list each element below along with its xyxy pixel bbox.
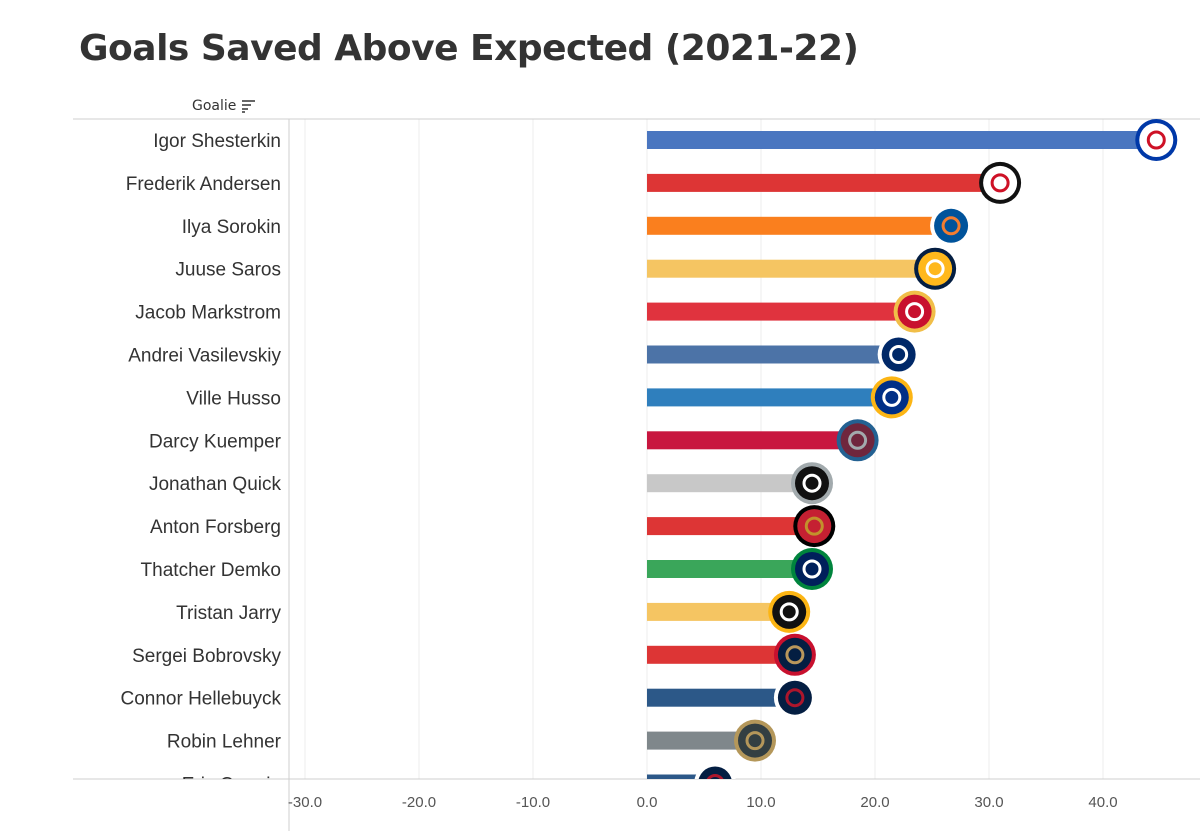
bar[interactable]: [647, 602, 796, 621]
bars-layer: [647, 131, 1163, 793]
bar[interactable]: [647, 388, 898, 407]
x-tick-label: 30.0: [974, 794, 1003, 811]
row-label: Jonathan Quick: [149, 474, 282, 495]
row-label: Sergei Bobrovsky: [132, 646, 281, 667]
nashville-predators-logo: [914, 247, 957, 290]
bar[interactable]: [647, 517, 821, 536]
bar[interactable]: [647, 173, 1007, 192]
bar[interactable]: [647, 645, 801, 664]
bar[interactable]: [647, 259, 942, 278]
row-label: Eric Comrie: [182, 775, 281, 796]
sort-descending-icon[interactable]: [241, 99, 256, 113]
row-label: Jacob Markstrom: [135, 303, 281, 324]
bar[interactable]: [647, 216, 958, 235]
goalie-header-label: Goalie: [192, 98, 237, 114]
x-tick-label: 40.0: [1088, 794, 1117, 811]
x-tick-label: -10.0: [516, 794, 550, 811]
bar[interactable]: [647, 731, 761, 750]
pittsburgh-penguins-logo: [768, 590, 811, 633]
florida-panthers-logo: [773, 633, 816, 676]
row-label: Juuse Saros: [175, 260, 281, 281]
row-labels: Igor Shesterkin Frederik Andersen Ilya Sor…: [120, 131, 282, 796]
x-axis: -30.0 -20.0 -10.0 0.0 10.0 20.0 30.0 40.0: [288, 794, 1118, 811]
los-angeles-kings-logo: [791, 462, 833, 505]
ottawa-senators-logo: [793, 505, 836, 548]
vancouver-canucks-logo: [791, 548, 833, 590]
bar[interactable]: [647, 131, 1163, 149]
row-label: Robin Lehner: [167, 732, 282, 753]
bar[interactable]: [647, 474, 818, 493]
row-label: Ville Husso: [186, 388, 281, 409]
calgary-flames-logo: [893, 290, 936, 333]
row-label: Andrei Vasilevskiy: [128, 346, 281, 367]
vegas-golden-knights-logo: [734, 719, 776, 762]
x-tick-label: -30.0: [288, 794, 322, 811]
chart-frame: [73, 118, 1200, 831]
x-tick-label: 0.0: [637, 794, 658, 811]
row-label: Frederik Andersen: [126, 174, 281, 195]
x-tick-label: 20.0: [860, 794, 889, 811]
row-label: Darcy Kuemper: [149, 431, 282, 452]
goalie-column-header[interactable]: Goalie: [192, 98, 256, 114]
bar[interactable]: [647, 302, 921, 321]
st-louis-blues-logo: [870, 376, 913, 419]
row-label: Connor Hellebuyck: [120, 689, 281, 710]
winnipeg-jets-logo: [773, 676, 816, 719]
bar[interactable]: [647, 688, 801, 707]
colorado-avalanche-logo: [836, 419, 879, 462]
tampa-bay-lightning-logo: [877, 333, 920, 376]
row-label: Anton Forsberg: [150, 517, 281, 538]
new-york-rangers-logo: [1135, 119, 1178, 161]
row-label: Tristan Jarry: [176, 603, 281, 624]
row-label: Thatcher Demko: [141, 560, 281, 581]
logos-layer: [694, 119, 1178, 779]
carolina-hurricanes-logo: [979, 161, 1022, 204]
chart-title: Goals Saved Above Expected (2021-22): [79, 28, 859, 69]
winnipeg-jets-logo: [694, 762, 736, 779]
bar[interactable]: [647, 774, 722, 793]
bar[interactable]: [647, 431, 864, 450]
x-tick-label: 10.0: [746, 794, 775, 811]
x-tick-label: -20.0: [402, 794, 436, 811]
new-york-islanders-logo: [930, 204, 973, 247]
bar[interactable]: [647, 345, 905, 364]
bar[interactable]: [647, 560, 818, 578]
row-label: Ilya Sorokin: [182, 217, 281, 238]
row-label: Igor Shesterkin: [153, 131, 281, 152]
